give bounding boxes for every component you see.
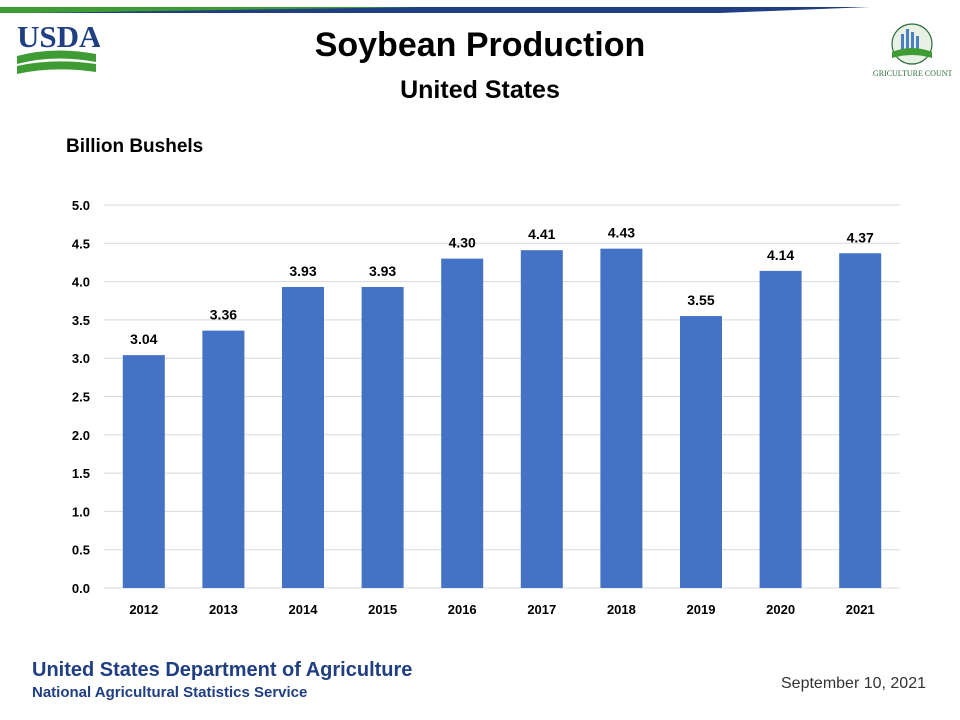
x-tick-label-2019: 2019 [687,602,716,617]
x-tick-label-2016: 2016 [448,602,477,617]
y-tick-label: 2.0 [72,428,90,443]
x-tick-label-2017: 2017 [527,602,556,617]
y-axis-tick-labels: 0.0 0.5 1.0 1.5 2.0 2.5 3.0 3.5 4.0 4.5 5.0 [72,198,90,596]
data-label-2016: 4.30 [449,235,476,251]
bar-2017 [520,250,563,588]
data-label-2012: 3.04 [130,331,157,347]
footer-date: September 10, 2021 [781,675,926,692]
data-label-2021: 4.37 [847,229,874,245]
usda-logo-text: USDA [17,19,100,54]
data-label-2015: 3.93 [369,263,396,279]
x-tick-label-2020: 2020 [766,602,795,617]
top-accent-bar [0,0,960,13]
bar-chart: 0.00.51.01.52.02.53.03.54.04.55.0 3.043.… [72,198,900,617]
bar-2014 [282,286,324,588]
x-tick-label-2021: 2021 [846,602,875,617]
x-tick-label-2018: 2018 [607,602,636,617]
bar-data-labels: 3.04 3.36 3.93 3.93 4.30 4.41 4.43 3.55 4.14 4.37 [130,225,874,347]
y-tick-label: 0.5 [72,543,90,558]
bars [122,248,882,589]
y-tick-label: 3.5 [72,313,90,328]
bar-2019 [680,316,722,588]
chart-subtitle: United States [400,76,560,104]
data-label-2014: 3.93 [289,263,316,279]
bar-2012 [122,355,165,588]
bar-2016 [441,258,484,588]
y-tick-label: 1.0 [72,504,90,519]
data-label-2018: 4.43 [608,225,635,241]
y-tick-label: 2.5 [72,390,90,405]
top-accent-bar-graphic [0,7,870,13]
y-tick-label: 5.0 [72,198,90,213]
x-tick-label-2014: 2014 [289,602,319,617]
bar-2018 [600,248,643,589]
bar-2021 [839,253,882,588]
x-tick-label-2012: 2012 [129,602,158,617]
usda-logo: USDA [14,10,102,78]
data-label-2020: 4.14 [767,247,794,263]
bar-2013 [202,330,245,588]
y-tick-label: 0.0 [72,581,90,596]
data-label-2019: 3.55 [687,292,714,308]
data-label-2013: 3.36 [210,307,237,323]
x-axis-tick-labels: 2012 2013 2014 2015 2016 2017 2018 2019 2020 2021 [129,602,874,617]
usda-logo-graphic: USDA [17,19,102,74]
x-tick-label-2015: 2015 [368,602,397,617]
y-tick-label: 4.0 [72,275,90,290]
y-tick-label: 4.5 [72,236,90,251]
x-tick-label-2013: 2013 [209,602,238,617]
y-tick-label: 1.5 [72,466,90,481]
y-axis-unit-label: Billion Bushels [66,136,204,157]
y-tick-label: 3.0 [72,351,90,366]
data-label-2017: 4.41 [528,226,555,242]
bar-2015 [361,286,404,588]
footer-org-name: United States Department of Agriculture [32,659,413,681]
chart-title: Soybean Production [314,26,646,64]
bar-2020 [759,270,802,588]
footer-agency-name: National Agricultural Statistics Service [32,684,308,701]
